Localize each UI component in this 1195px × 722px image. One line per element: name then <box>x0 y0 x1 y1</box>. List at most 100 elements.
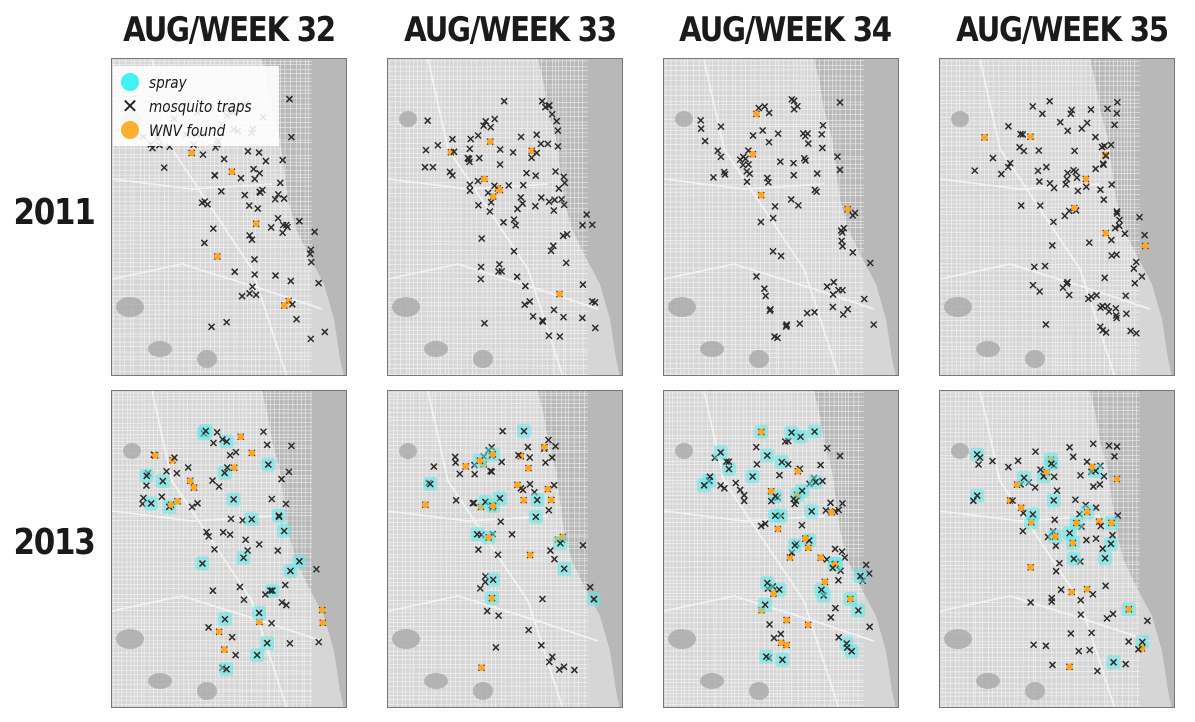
mosquito-trap-marker <box>1097 522 1105 530</box>
mosquito-trap-marker <box>988 457 997 465</box>
mosquito-trap-marker <box>232 448 240 456</box>
mosquito-trap-marker <box>753 460 761 468</box>
mosquito-trap-marker <box>1019 509 1027 517</box>
mosquito-trap-marker <box>531 202 539 210</box>
mosquito-trap-marker <box>456 470 464 478</box>
mosquito-trap-marker <box>230 495 238 503</box>
mosquito-trap-marker <box>486 207 494 216</box>
mosquito-trap-marker <box>811 308 819 316</box>
wnv-found-marker <box>486 138 494 145</box>
mosquito-trap-marker <box>1036 202 1044 210</box>
mosquito-trap-marker <box>198 560 207 568</box>
mosquito-trap-marker <box>281 581 289 589</box>
mosquito-trap-marker <box>740 491 748 499</box>
wnv-found-marker <box>478 664 485 671</box>
mosquito-trap-marker <box>524 443 532 451</box>
mosquito-trap-marker <box>763 579 771 587</box>
mosquito-trap-marker <box>1099 160 1107 168</box>
mosquito-trap-marker <box>838 228 846 237</box>
mosquito-trap-marker <box>545 198 553 206</box>
mosquito-trap-marker <box>1121 230 1129 238</box>
mosquito-trap-marker <box>467 135 475 143</box>
mosquito-trap-marker <box>198 199 206 207</box>
row-title-2011: 2011 <box>13 192 95 233</box>
mosquito-trap-marker <box>1046 179 1054 187</box>
mosquito-trap-marker <box>761 102 769 111</box>
wnv-found-marker <box>786 554 794 561</box>
mosquito-trap-marker <box>765 138 773 146</box>
mosquito-trap-marker <box>560 663 568 671</box>
mosquito-trap-marker <box>271 195 279 203</box>
mosquito-trap-marker <box>827 613 835 621</box>
mosquito-trap-marker <box>544 436 552 444</box>
mosquito-trap-marker <box>499 218 507 226</box>
mosquito-trap-marker <box>526 297 534 305</box>
mosquito-trap-marker <box>554 142 562 150</box>
mosquito-trap-marker <box>537 140 545 148</box>
mosquito-trap-marker <box>838 237 846 245</box>
mosquito-trap-marker <box>500 97 508 105</box>
mosquito-trap-marker <box>771 512 779 520</box>
mosquito-trap-marker <box>783 322 791 330</box>
mosquito-trap-marker <box>525 626 533 634</box>
mosquito-trap-marker <box>1056 118 1064 126</box>
column-title-week-34: AUG/WEEK 34 <box>679 10 892 50</box>
mosquito-trap-marker <box>248 236 256 244</box>
mosquito-trap-marker <box>1064 127 1072 135</box>
legend-label-wnv: WNV found <box>149 120 226 140</box>
mosquito-trap-marker <box>533 496 541 504</box>
legend-item-wnv: WNV found <box>119 118 273 142</box>
mosquito-trap-marker <box>263 441 271 449</box>
mosquito-trap-marker <box>246 289 254 297</box>
mosquito-trap-marker <box>521 301 529 309</box>
mosquito-trap-marker <box>278 598 286 606</box>
mosquito-trap-marker <box>139 494 147 502</box>
mosquito-trap-marker <box>143 472 151 480</box>
wnv-found-marker <box>485 534 492 541</box>
mosquito-trap-marker <box>282 500 290 508</box>
mosquito-trap-marker <box>312 565 320 573</box>
mosquito-trap-marker <box>1108 252 1116 260</box>
mosquito-trap-marker <box>279 221 287 229</box>
mosquito-trap-marker <box>829 564 837 572</box>
mosquito-trap-marker <box>1066 443 1074 451</box>
mosquito-trap-marker <box>250 255 259 263</box>
mosquito-trap-marker <box>240 596 248 604</box>
mosquito-trap-marker <box>770 333 779 341</box>
row-title-2013: 2013 <box>13 522 95 563</box>
mosquito-trap-marker <box>1107 141 1115 149</box>
wnv-found-marker <box>831 561 839 568</box>
mosquito-trap-marker <box>548 653 556 661</box>
mosquito-trap-marker <box>1092 165 1100 173</box>
mosquito-trap-marker <box>1141 231 1149 239</box>
mosquito-trap-marker <box>1052 567 1060 575</box>
mosquito-trap-marker <box>784 460 792 468</box>
mosquito-trap-marker <box>1019 527 1027 535</box>
mosquito-trap-marker <box>560 565 568 573</box>
mosquito-trap-marker <box>818 130 826 138</box>
mosquito-trap-marker <box>812 478 820 486</box>
mosquito-trap-marker <box>1088 629 1096 637</box>
mosquito-trap-marker <box>1113 443 1121 451</box>
mosquito-trap-marker <box>835 633 843 641</box>
mosquito-trap-marker <box>231 268 239 276</box>
mosquito-trap-marker <box>1138 272 1146 281</box>
mosquito-trap-marker <box>491 115 499 123</box>
wnv-found-marker <box>757 191 765 199</box>
wnv-found-marker <box>1083 508 1091 516</box>
map-canvas <box>940 391 1174 707</box>
mosquito-trap-marker <box>1066 529 1074 537</box>
wnv-found-marker <box>422 501 429 509</box>
mosquito-trap-marker <box>1063 175 1071 183</box>
wnv-found-marker <box>1069 539 1077 547</box>
mosquito-trap-marker <box>519 181 527 189</box>
mosquito-trap-marker <box>546 547 554 555</box>
mosquito-trap-marker <box>448 135 457 143</box>
mosquito-trap-marker <box>1105 307 1113 316</box>
mosquito-trap-marker <box>508 530 516 538</box>
legend-item-traps: ✕ mosquito traps <box>119 94 273 118</box>
mosquito-trap-marker <box>421 163 429 171</box>
mosquito-trap-marker <box>1048 594 1056 602</box>
mosquito-trap-marker <box>1099 326 1107 334</box>
mosquito-trap-marker <box>793 102 801 110</box>
